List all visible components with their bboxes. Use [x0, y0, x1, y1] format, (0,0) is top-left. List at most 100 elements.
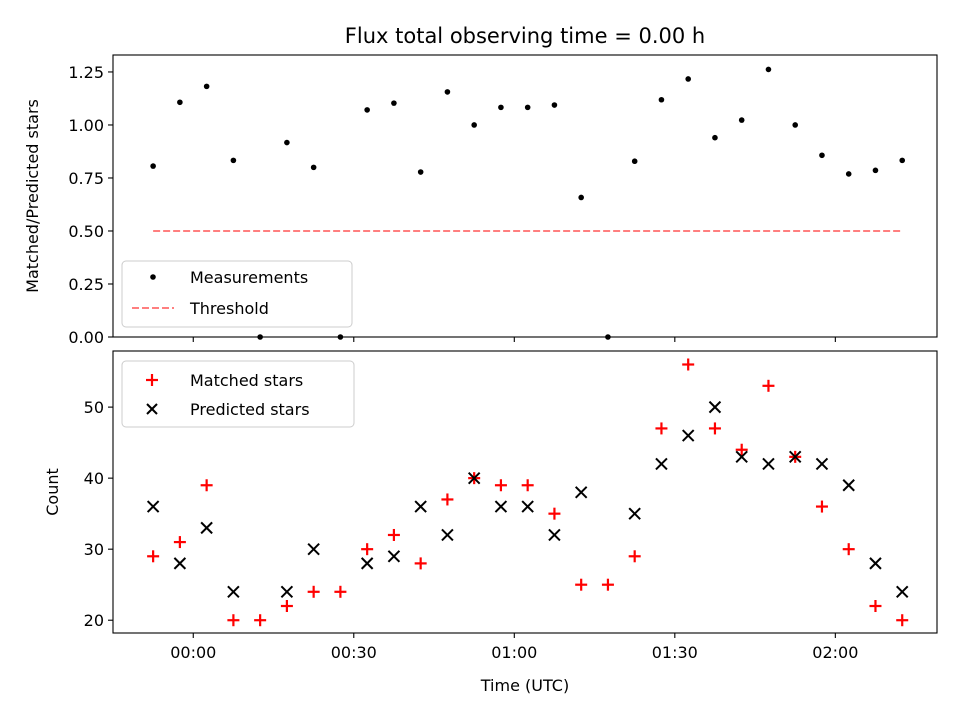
matched-stars-point — [441, 493, 454, 506]
matched-stars-point — [869, 600, 882, 613]
measurements-point — [150, 163, 156, 169]
bottom-legend: Matched stars Predicted stars — [121, 360, 355, 428]
predicted-stars-point — [681, 429, 695, 442]
measurements-point — [551, 102, 558, 108]
measurements-point — [310, 164, 317, 171]
measurements-point — [658, 96, 665, 103]
bottom-plot-frame — [112, 350, 938, 634]
measurements-point — [284, 139, 290, 146]
predicted-stars-point — [708, 400, 722, 414]
bottom-x-tick-label: 02:00 — [812, 643, 858, 662]
measurements-point — [578, 194, 584, 201]
predicted-stars-point — [414, 500, 427, 513]
predicted-stars-point — [146, 500, 160, 513]
matched-stars-point — [655, 422, 668, 435]
matched-stars-point — [494, 479, 507, 492]
measurements-point — [203, 83, 210, 90]
measurements-point — [712, 134, 718, 141]
matched-stars-point — [735, 443, 748, 456]
predicted-stars-point — [628, 507, 641, 520]
measurements-point — [899, 157, 906, 164]
top-y-tick-label: 0.75 — [68, 169, 104, 188]
matched-stars-point — [601, 578, 614, 591]
predicted-stars-point — [735, 450, 748, 464]
predicted-stars-point — [200, 521, 213, 535]
matched-stars-point — [682, 358, 695, 371]
chart-title: Flux total observing time = 0.00 h — [345, 24, 705, 48]
legend-marker-predicted-stars — [146, 403, 158, 415]
matched-stars-point — [254, 614, 267, 627]
matched-stars-point — [815, 500, 828, 513]
predicted-stars-point — [467, 471, 481, 485]
predicted-stars-point — [360, 557, 374, 570]
measurements-point — [471, 122, 477, 128]
predicted-stars-point — [869, 557, 882, 570]
matched-stars-point — [280, 600, 293, 613]
predicted-stars-point — [227, 585, 240, 599]
bottom-y-tick-label: 30 — [84, 540, 104, 559]
matched-stars-point — [896, 614, 909, 627]
top-legend: Measurements Threshold — [121, 260, 353, 328]
bottom-y-axis-label: Count — [43, 468, 62, 516]
matched-stars-point — [414, 557, 427, 570]
bottom-x-tick-label: 01:00 — [491, 643, 537, 662]
top-legend-box — [121, 260, 353, 328]
measurements-point — [417, 169, 424, 175]
measurements-point — [524, 104, 531, 111]
predicted-stars-point — [441, 528, 454, 542]
measurements-point — [845, 171, 852, 177]
predicted-stars-point — [842, 479, 855, 492]
legend-label-measurements: Measurements — [190, 268, 308, 287]
top-y-tick-label: 1.25 — [68, 63, 104, 82]
predicted-stars-point — [896, 585, 909, 599]
top-panel: 0.00 0.25 0.50 0.75 1.00 1.25 Matched/Predict… — [23, 54, 938, 347]
predicted-stars-point — [280, 585, 294, 599]
measurements-point — [631, 158, 638, 165]
bottom-y-tick-label: 40 — [84, 469, 104, 488]
predicted-stars-point — [173, 557, 187, 570]
measurements-point — [364, 107, 370, 113]
top-y-tick-label: 0.50 — [68, 222, 104, 241]
matched-stars-point — [762, 379, 775, 392]
legend-marker-matched-stars — [146, 374, 158, 386]
predicted-stars-point — [789, 450, 802, 464]
matched-stars-point — [334, 585, 347, 598]
bottom-x-tick-label: 00:30 — [331, 643, 377, 662]
measurements-point — [872, 167, 879, 174]
matched-stars-point — [387, 528, 400, 541]
predicted-stars-point — [307, 542, 320, 556]
bottom-y-tick-label: 20 — [84, 611, 104, 630]
matched-stars-point — [708, 422, 721, 435]
bottom-x-tick-label: 01:30 — [652, 643, 698, 662]
predicted-stars-point — [387, 550, 401, 563]
matched-stars-point — [227, 614, 240, 627]
measurements-point — [230, 157, 237, 164]
top-y-axis-label: Matched/Predicted stars — [23, 99, 42, 293]
legend-label-predicted-stars: Predicted stars — [190, 400, 310, 419]
matched-stars-point — [147, 550, 160, 563]
top-y-tick-label: 0.00 — [68, 328, 104, 347]
top-y-tick-label: 0.25 — [68, 275, 104, 294]
predicted-stars-point — [574, 486, 588, 499]
matched-stars-point — [200, 479, 213, 492]
measurements-point — [177, 99, 183, 106]
matched-stars-point — [842, 543, 855, 556]
predicted-stars-point — [655, 457, 668, 471]
measurements-point — [819, 152, 825, 159]
measurements-point — [738, 117, 745, 123]
matched-stars-point — [628, 550, 641, 563]
legend-label-matched-stars: Matched stars — [190, 371, 303, 390]
predicted-stars-point — [548, 528, 561, 542]
measurements-point — [498, 104, 504, 111]
matched-stars-point — [548, 507, 561, 520]
matched-stars-point — [521, 479, 534, 492]
measurements-point — [685, 76, 691, 82]
matched-stars-point — [575, 578, 588, 591]
legend-label-threshold: Threshold — [189, 299, 269, 318]
measurements-point — [444, 89, 451, 95]
top-plot-frame — [112, 54, 938, 338]
bottom-y-tick-label: 50 — [84, 398, 104, 417]
predicted-stars-point — [521, 500, 534, 513]
